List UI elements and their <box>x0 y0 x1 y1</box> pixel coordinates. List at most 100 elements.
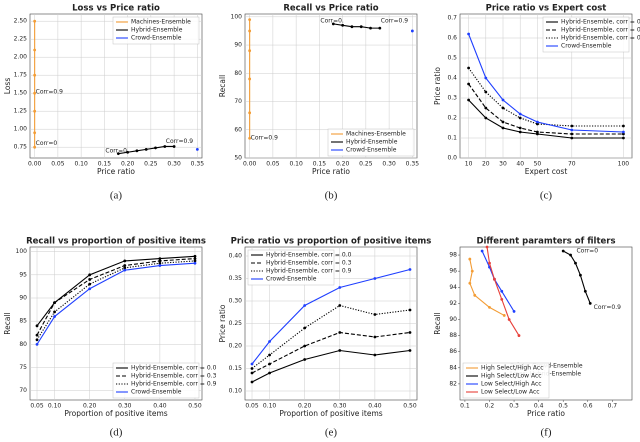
marker <box>517 334 521 337</box>
y-tick-label: 50 <box>234 155 242 162</box>
y-tick-label: 0.15 <box>229 365 243 372</box>
marker <box>35 333 39 337</box>
chart-title: Price ratio vs proportion of positive it… <box>231 237 432 247</box>
series-line <box>251 331 411 374</box>
x-tick-label: 0.4 <box>534 403 544 410</box>
marker <box>88 278 92 281</box>
y-tick-label: 0.5 <box>447 55 457 62</box>
y-axis-label: Price ratio <box>433 67 442 105</box>
marker <box>123 259 127 263</box>
x-tick-label: 0.00 <box>28 161 42 168</box>
marker <box>144 147 148 151</box>
x-tick-label: 0.15 <box>98 161 112 168</box>
chart-title: Recall vs Price ratio <box>283 4 378 14</box>
marker <box>536 120 539 124</box>
marker <box>53 301 56 305</box>
x-tick-label: 0.25 <box>144 161 158 168</box>
marker <box>135 149 139 153</box>
marker <box>248 136 252 140</box>
marker <box>408 268 412 271</box>
y-axis-label: Price ratio <box>218 304 227 342</box>
legend-label: Hybrid-Ensemble, corr = 0.3 <box>266 260 352 267</box>
y-tick-label: 1.50 <box>14 90 28 97</box>
marker <box>33 109 37 113</box>
x-axis-label: Proportion of positive items <box>279 409 382 418</box>
series-line <box>251 304 411 369</box>
x-tick-label: 0.7 <box>608 403 618 410</box>
y-tick-label: 0.10 <box>229 388 243 395</box>
marker <box>193 259 197 263</box>
y-axis-label: Recall <box>3 312 12 334</box>
marker <box>373 277 377 280</box>
marker <box>248 77 252 81</box>
y-tick-label: 0.20 <box>229 343 243 350</box>
caption: (b) <box>325 190 338 202</box>
legend-label: Hybrid-Ensemble <box>131 27 183 34</box>
x-axis-label: Price ratio <box>312 167 350 176</box>
series-line <box>251 349 411 383</box>
marker <box>35 324 39 328</box>
y-axis-label: Loss <box>3 78 12 95</box>
marker <box>172 145 176 148</box>
series-line <box>36 260 196 341</box>
y-tick-label: 0.40 <box>229 253 243 260</box>
marker <box>561 249 565 253</box>
y-tick-label: 2.00 <box>14 54 28 61</box>
legend-label: Crowd-Ensemble <box>266 276 317 283</box>
x-tick-label: 10 <box>465 161 473 168</box>
x-tick-label: 0.10 <box>48 403 62 410</box>
x-tick-label: 0.5 <box>558 403 568 410</box>
y-tick-label: 96 <box>449 268 457 275</box>
marker <box>570 128 574 132</box>
y-tick-label: 0.0 <box>447 155 457 162</box>
marker <box>518 126 522 130</box>
x-tick-label: 0.50 <box>188 403 202 410</box>
y-tick-label: 0.30 <box>229 298 243 305</box>
x-tick-label: 0.3 <box>509 403 519 410</box>
chart-title: Loss vs Price ratio <box>72 4 160 14</box>
legend-label: Hybrid-Ensemble, corr = 0.0 <box>131 365 217 372</box>
legend-label: Machines-Ensemble <box>131 19 191 26</box>
marker <box>248 29 252 33</box>
caption: (a) <box>110 190 123 202</box>
marker <box>350 25 354 29</box>
marker <box>53 310 56 314</box>
marker <box>467 32 470 36</box>
marker <box>408 331 412 334</box>
x-tick-label: 0.10 <box>289 161 303 168</box>
y-tick-label: 0.25 <box>229 320 243 327</box>
y-tick-label: 94 <box>449 284 457 291</box>
x-tick-label: 70 <box>568 161 576 168</box>
x-axis-label: Expert cost <box>525 167 568 176</box>
marker <box>410 29 414 33</box>
marker <box>88 282 92 286</box>
marker <box>622 124 625 128</box>
legend-label: Hybrid-Ensemble <box>346 139 398 146</box>
y-tick-label: 0.6 <box>447 35 457 42</box>
marker <box>570 136 574 140</box>
series-line <box>36 262 196 345</box>
legend-label: Crowd-Ensemble <box>131 35 182 42</box>
marker <box>338 331 342 334</box>
marker <box>408 308 412 312</box>
marker <box>250 371 254 375</box>
y-tick-label: 86 <box>449 348 457 355</box>
marker <box>158 259 162 263</box>
marker <box>123 264 127 267</box>
x-tick-label: 0.05 <box>245 403 259 410</box>
marker <box>303 344 307 348</box>
series-line <box>36 255 196 327</box>
marker <box>35 342 39 346</box>
y-tick-label: 100 <box>231 13 243 20</box>
y-tick-label: 80 <box>19 341 27 348</box>
marker <box>338 286 342 289</box>
marker <box>484 90 488 94</box>
y-tick-label: 98 <box>449 252 457 259</box>
marker <box>195 147 199 151</box>
y-tick-label: 2.50 <box>14 18 28 25</box>
marker <box>502 314 506 317</box>
caption: (f) <box>541 427 552 439</box>
y-tick-label: 82 <box>449 380 457 387</box>
legend-label: Hybrid-Ensemble, corr = 0.9 <box>561 35 640 42</box>
marker <box>338 349 342 352</box>
